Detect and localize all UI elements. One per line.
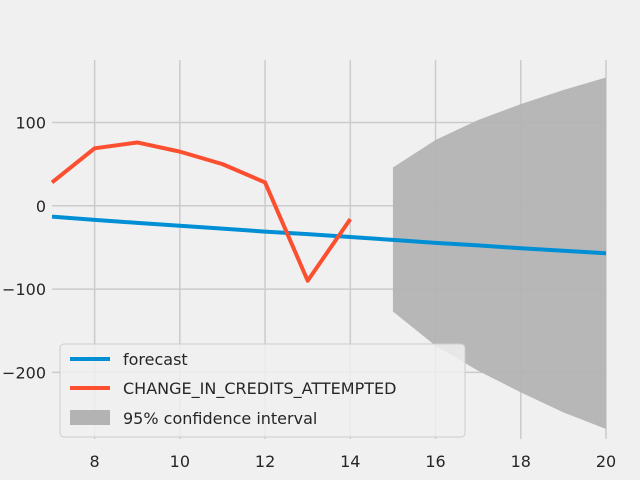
y-tick-label: −100 (2, 280, 46, 299)
legend-ci-label: 95% confidence interval (123, 409, 317, 428)
x-tick-label: 14 (340, 452, 360, 471)
x-tick-label: 18 (511, 452, 531, 471)
legend: forecast CHANGE_IN_CREDITS_ATTEMPTED 95%… (59, 343, 466, 438)
legend-actual-label: CHANGE_IN_CREDITS_ATTEMPTED (123, 379, 396, 399)
confidence-interval-band (392, 77, 606, 430)
x-tick-label: 20 (596, 452, 616, 471)
y-tick-label: 0 (36, 197, 46, 216)
confidence-band-layer (392, 77, 606, 430)
actual-line (50, 140, 352, 283)
x-tick-label: 8 (90, 452, 100, 471)
x-tick-label: 12 (255, 452, 275, 471)
x-tick-label: 10 (170, 452, 190, 471)
legend-box (59, 343, 466, 438)
y-tick-label: −200 (2, 363, 46, 382)
y-tick-label: 100 (15, 113, 46, 132)
series-layer (50, 140, 607, 283)
forecast-line (51, 214, 607, 256)
legend-ci-swatch (70, 410, 110, 425)
tick-labels: 8 10 12 14 16 18 20 −200 −100 0 100 (2, 113, 616, 471)
legend-forecast-label: forecast (123, 350, 188, 369)
x-tick-label: 16 (425, 452, 445, 471)
